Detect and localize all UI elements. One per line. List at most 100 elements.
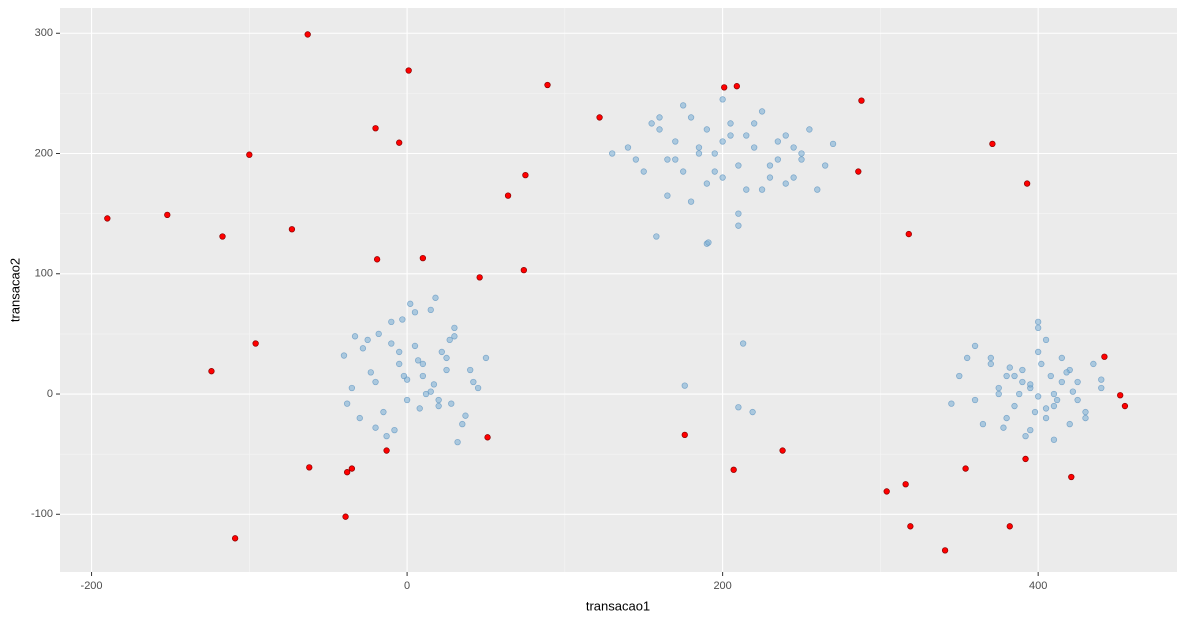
point: [1031, 408, 1039, 416]
point: [971, 342, 979, 350]
point: [372, 424, 379, 431]
point: [400, 372, 408, 380]
point: [1063, 369, 1070, 376]
point: [372, 125, 379, 132]
point: [544, 81, 551, 89]
point: [806, 126, 813, 133]
point: [470, 378, 477, 386]
point: [1035, 324, 1042, 332]
point: [798, 150, 805, 157]
point: [656, 126, 663, 133]
point: [1098, 384, 1105, 392]
point: [730, 466, 737, 473]
point: [1074, 378, 1081, 386]
point: [751, 120, 758, 127]
point: [348, 384, 356, 392]
point: [288, 226, 296, 233]
point: [340, 352, 348, 359]
point: [681, 431, 688, 439]
point: [1082, 414, 1089, 422]
point: [703, 180, 711, 187]
point: [749, 408, 756, 416]
point: [687, 198, 695, 205]
point: [351, 333, 359, 340]
point: [779, 447, 786, 454]
point: [246, 151, 253, 158]
point: [1003, 414, 1010, 422]
point: [727, 132, 734, 139]
point: [407, 300, 414, 307]
point: [342, 513, 349, 520]
x-tick-label: 400: [1029, 580, 1047, 592]
point: [373, 256, 381, 263]
point: [672, 156, 679, 163]
point: [902, 481, 909, 488]
point: [962, 465, 969, 472]
point: [252, 340, 259, 347]
point: [1035, 318, 1042, 326]
point: [695, 144, 703, 151]
point: [451, 333, 458, 340]
x-tick-label: 200: [713, 580, 731, 592]
point: [231, 535, 239, 542]
point: [448, 400, 455, 407]
point: [790, 174, 797, 181]
point: [388, 318, 395, 326]
point: [380, 408, 387, 416]
point: [1058, 354, 1065, 362]
point: [1090, 360, 1097, 368]
x-tick-label: 0: [404, 580, 410, 592]
point: [416, 405, 423, 412]
point: [1050, 390, 1058, 398]
y-tick-label: 200: [35, 147, 53, 159]
point: [396, 348, 403, 356]
point: [774, 156, 781, 163]
point: [687, 114, 695, 121]
point: [482, 354, 490, 362]
point: [1053, 396, 1061, 404]
point: [1121, 402, 1129, 410]
point: [695, 150, 703, 157]
point: [624, 144, 632, 151]
point: [462, 412, 469, 419]
point: [822, 162, 829, 169]
x-tick-label: -200: [81, 580, 103, 592]
point: [459, 420, 466, 428]
point: [814, 186, 821, 193]
y-tick-label: 300: [35, 27, 53, 39]
point: [703, 126, 711, 133]
point: [751, 144, 758, 151]
point: [474, 384, 482, 392]
point: [396, 139, 403, 146]
point: [735, 162, 742, 169]
point: [1098, 376, 1105, 383]
point: [419, 254, 427, 262]
y-axis-title: transacao2: [7, 258, 22, 322]
point: [766, 174, 774, 181]
point: [672, 138, 679, 145]
point: [987, 354, 994, 362]
point: [435, 396, 442, 404]
point: [711, 150, 718, 157]
point: [705, 239, 712, 246]
point: [383, 447, 390, 454]
point: [1050, 402, 1058, 410]
point: [858, 97, 865, 104]
point: [1050, 436, 1058, 443]
point: [1003, 372, 1010, 380]
point: [388, 340, 395, 347]
point: [405, 67, 412, 74]
point: [948, 400, 955, 407]
point: [979, 420, 987, 428]
y-tick-label: -100: [31, 508, 53, 520]
point: [383, 432, 390, 440]
point: [1000, 424, 1007, 431]
point: [443, 354, 450, 362]
point: [391, 426, 398, 434]
point: [367, 369, 374, 376]
point: [522, 172, 529, 179]
point: [855, 168, 862, 175]
point: [1082, 408, 1089, 416]
point: [427, 388, 434, 395]
